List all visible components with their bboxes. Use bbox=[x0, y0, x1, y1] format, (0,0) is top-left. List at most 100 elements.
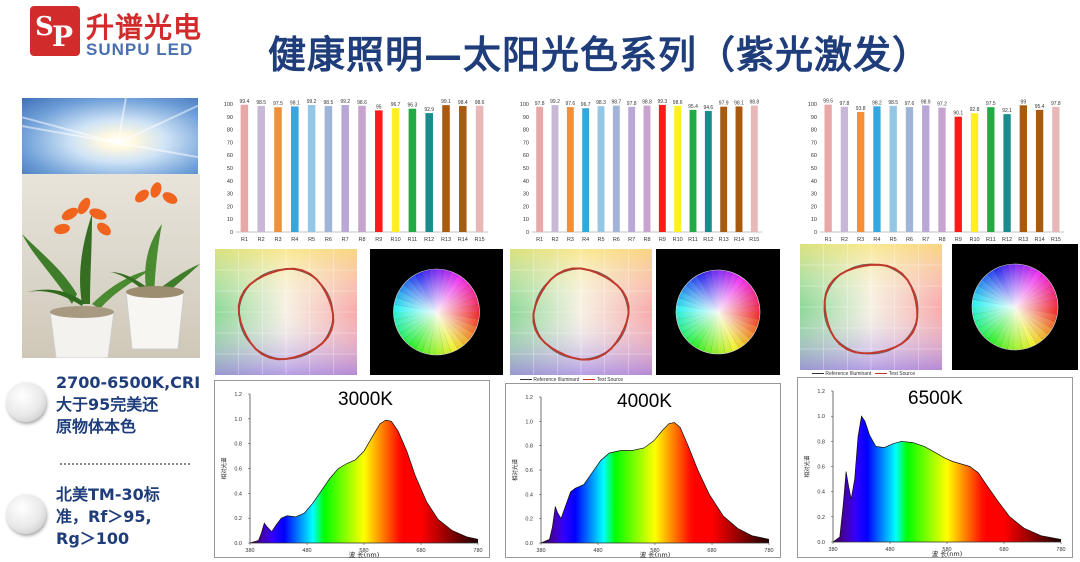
cri-category-label: R15 bbox=[1051, 237, 1061, 243]
cri-bar-R9 bbox=[375, 110, 383, 232]
cri-value-label: 99 bbox=[1021, 99, 1027, 105]
bullet-1-line-2: 大于95完美还 bbox=[56, 395, 159, 414]
cri-category-label: R12 bbox=[703, 237, 713, 243]
bullet-1-line-3: 原物体本色 bbox=[56, 417, 137, 436]
sunlight-photo bbox=[22, 98, 198, 176]
cri-category-label: R13 bbox=[719, 237, 729, 243]
cri-bar-R4 bbox=[291, 106, 299, 232]
cri-bar-R1 bbox=[824, 104, 832, 232]
spectrum-x-tick-label: 380 bbox=[828, 547, 837, 553]
cri-value-label: 96.7 bbox=[581, 102, 591, 108]
cri-y-tick: 80 bbox=[227, 128, 233, 134]
cri-value-label: 97.5 bbox=[986, 101, 996, 107]
clivia-plant-illustration bbox=[22, 182, 200, 358]
cri-y-tick: 40 bbox=[811, 179, 817, 185]
tm30-legend-reference-4000k: Reference Illuminant bbox=[533, 377, 580, 383]
cri-category-label: R13 bbox=[441, 237, 451, 243]
spectrum-x-tick-label: 580 bbox=[650, 548, 659, 554]
cri-bar-R6 bbox=[324, 105, 333, 232]
cri-y-tick: 90 bbox=[523, 115, 529, 121]
cri-y-tick: 40 bbox=[227, 179, 233, 185]
spectrum-y-tick-label: 0.2 bbox=[234, 516, 242, 522]
cri-bar-R5 bbox=[889, 105, 897, 232]
spectrum-y-tick-label: 0.8 bbox=[817, 439, 825, 445]
spectrum-x-tick-label: 680 bbox=[416, 548, 425, 554]
cri-bar-R14 bbox=[459, 106, 467, 232]
cri-value-label: 96.7 bbox=[391, 102, 401, 108]
spectrum-x-tick-label: 680 bbox=[999, 547, 1008, 553]
cri-y-tick: 80 bbox=[523, 128, 529, 134]
cri-category-label: R3 bbox=[857, 237, 864, 243]
cri-bar-R14 bbox=[735, 106, 743, 232]
color-wheel-6500k bbox=[952, 244, 1078, 370]
cri-value-label: 98.6 bbox=[475, 100, 485, 106]
cri-value-label: 98.9 bbox=[921, 99, 931, 105]
spectrum-y-tick-label: 0.0 bbox=[525, 541, 533, 547]
tm30-legend-4000k: Reference Illuminant Test Source bbox=[520, 377, 623, 383]
color-wheel-outline bbox=[675, 269, 761, 355]
cri-value-label: 98.1 bbox=[290, 100, 300, 106]
cri-category-label: R9 bbox=[659, 237, 666, 243]
cri-value-label: 94.6 bbox=[703, 105, 713, 111]
cri-bar-R15 bbox=[475, 105, 484, 232]
cri-category-label: R2 bbox=[258, 237, 265, 243]
cri-y-tick: 50 bbox=[811, 166, 817, 172]
bullet-1-icon bbox=[6, 382, 46, 422]
cri-category-label: R8 bbox=[938, 237, 945, 243]
cri-value-label: 98.7 bbox=[611, 100, 621, 106]
spectrum-y-tick-label: 0.4 bbox=[817, 490, 825, 496]
spectrum-y-tick-label: 1.0 bbox=[234, 417, 242, 423]
bullet-2-line-2: 准，Rf＞95, bbox=[56, 507, 152, 526]
cri-bar-R8 bbox=[938, 107, 946, 232]
cri-value-label: 97.2 bbox=[937, 102, 947, 108]
cri-y-tick: 0 bbox=[814, 230, 817, 236]
cri-value-label: 95.4 bbox=[688, 104, 698, 110]
cri-bar-R1 bbox=[240, 104, 249, 232]
cri-y-tick: 20 bbox=[811, 204, 817, 210]
cri-y-tick: 30 bbox=[523, 192, 529, 198]
cri-bar-R3 bbox=[566, 107, 574, 232]
cri-category-label: R1 bbox=[241, 237, 248, 243]
cri-category-label: R2 bbox=[551, 237, 558, 243]
spectrum-y-tick-label: 0.2 bbox=[817, 515, 825, 521]
cri-bar-R13 bbox=[720, 106, 728, 232]
cri-value-label: 98.2 bbox=[872, 100, 882, 106]
spectrum-y-tick-label: 0.4 bbox=[525, 492, 533, 498]
spectrum-chart-4000k: 0.0 0.2 0.4 0.6 0.8 1.0 1.2 380 480 580 680 780 波 长(… bbox=[511, 395, 774, 559]
cri-y-tick: 100 bbox=[520, 102, 529, 108]
cri-bar-R9 bbox=[658, 104, 666, 232]
cri-y-tick: 90 bbox=[811, 115, 817, 121]
cri-bar-R5 bbox=[307, 105, 316, 232]
page-title: 健康照明—太阳光色系列（紫光激发） bbox=[268, 32, 932, 77]
cri-value-label: 98.5 bbox=[324, 100, 334, 106]
cri-value-label: 98.5 bbox=[888, 100, 898, 106]
cri-value-label: 97.6 bbox=[565, 101, 575, 107]
cri-value-label: 97.8 bbox=[535, 101, 545, 107]
logo-chinese-name: 升谱光电 bbox=[86, 11, 203, 44]
sunpu-logo: S P 升谱光电 SUNPU LED bbox=[30, 6, 245, 59]
cri-value-label: 99.4 bbox=[240, 99, 250, 105]
cri-category-label: R5 bbox=[308, 237, 315, 243]
cri-bar-R4 bbox=[582, 108, 590, 232]
cri-category-label: R6 bbox=[325, 237, 332, 243]
cri-bar-R13 bbox=[1019, 105, 1027, 232]
bullet-2-icon bbox=[6, 494, 46, 534]
spectrum-y-tick-label: 0.6 bbox=[525, 468, 533, 474]
spectrum-x-tick-label: 780 bbox=[764, 548, 773, 554]
spectrum-chart-3000k: 0.0 0.2 0.4 0.6 0.8 1.0 1.2 380 480 580 680 780 波 长(… bbox=[220, 392, 483, 559]
cri-value-label: 98.5 bbox=[256, 100, 266, 106]
cri-value-label: 98.8 bbox=[749, 100, 759, 106]
tm30-test-source-ring bbox=[237, 267, 335, 361]
bullet-2-line-1: 北美TM-30标 bbox=[56, 485, 160, 504]
cri-category-label: R4 bbox=[582, 237, 589, 243]
cri-value-label: 99.3 bbox=[657, 99, 667, 105]
spectrum-y-tick-label: 0.8 bbox=[234, 442, 242, 448]
spectrum-x-axis-label: 波 长(nm) bbox=[349, 550, 380, 559]
cri-bar-R11 bbox=[408, 108, 417, 232]
spectrum-y-axis-label: 相对光谱 bbox=[220, 457, 228, 480]
spectrum-y-tick-label: 0.6 bbox=[817, 465, 825, 471]
cri-bar-R11 bbox=[689, 109, 697, 232]
cri-value-label: 97.8 bbox=[627, 101, 637, 107]
cri-y-tick: 70 bbox=[523, 140, 529, 146]
cri-bar-R13 bbox=[442, 105, 450, 232]
